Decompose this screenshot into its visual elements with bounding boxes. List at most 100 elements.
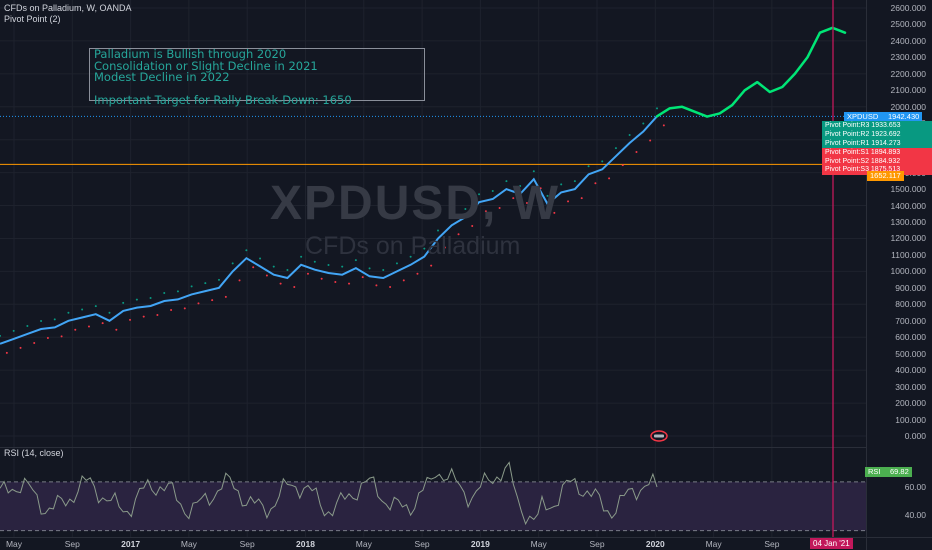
pivot-tag-s1: Pivot Point:S1 1894.893 xyxy=(822,148,932,158)
rsi-band xyxy=(0,481,866,531)
pivot-dot-support xyxy=(594,182,597,185)
time-axis-label: May xyxy=(705,539,722,549)
annotation-box[interactable]: Palladium is Bullish through 2020 Consol… xyxy=(89,48,425,105)
price-tag-symbol: XPDUSD xyxy=(844,112,904,122)
time-axis-label: 2019 xyxy=(470,539,490,549)
price-axis-label: 500.000 xyxy=(895,348,926,359)
pivot-dot-support xyxy=(211,299,214,302)
pivot-dot-resistance xyxy=(245,249,248,252)
pivot-dot-resistance xyxy=(218,278,220,281)
pivot-dot-support xyxy=(60,335,63,338)
time-axis-label: 2020 xyxy=(645,539,665,549)
pivot-dot-support xyxy=(649,139,652,142)
price-axis-label: 400.000 xyxy=(895,365,926,376)
pivot-dot-resistance xyxy=(313,260,316,263)
pivot-dot-support xyxy=(334,281,337,284)
price-axis-label: 200.000 xyxy=(895,398,926,409)
pivot-dot-resistance xyxy=(190,285,193,288)
price-axis-label: 2200.000 xyxy=(890,68,926,79)
pivot-dot-support xyxy=(115,328,118,331)
time-axis-label: 2017 xyxy=(121,539,141,549)
pivot-dot-resistance xyxy=(53,318,56,321)
time-axis-label: Sep xyxy=(589,539,605,549)
pivot-dot-resistance xyxy=(560,183,563,186)
pivot-dot-resistance xyxy=(573,180,576,183)
pivot-dot-support xyxy=(170,309,173,312)
pivot-dot-support xyxy=(129,318,132,321)
pivot-dot-support xyxy=(320,277,323,280)
watermark-description: CFDs on Palladium xyxy=(305,232,521,260)
price-axis-label: 1200.000 xyxy=(890,233,926,244)
time-axis-label: Sep xyxy=(64,539,80,549)
pivot-dot-support xyxy=(580,197,583,200)
indicator-label[interactable]: Pivot Point (2) xyxy=(4,14,61,24)
pivot-dot-resistance xyxy=(382,268,385,271)
watermark-symbol: XPDUSD, W xyxy=(270,177,561,230)
pivot-dot-support xyxy=(142,315,145,318)
price-axis-label: 2500.000 xyxy=(890,19,926,30)
pivot-dot-support xyxy=(553,211,556,214)
pivot-dot-support xyxy=(484,210,487,213)
time-axis-label: Sep xyxy=(414,539,430,549)
price-axis-label: 2400.000 xyxy=(890,35,926,46)
pivot-dot-resistance xyxy=(122,301,125,304)
price-tag-value: 1942.430 xyxy=(885,112,923,122)
pivot-dot-resistance xyxy=(176,290,179,293)
pivot-dot-support xyxy=(348,282,351,285)
price-axis-label: 1300.000 xyxy=(890,217,926,227)
projection-curve[interactable] xyxy=(655,26,847,118)
cursor-date-tag: 04 Jan '21 xyxy=(810,538,853,549)
pivot-dot-resistance xyxy=(642,122,645,125)
pivot-dot-support xyxy=(416,272,419,275)
note-line-4: Important Target for Rally Break-Down: 1… xyxy=(94,92,352,107)
pivot-dot-support xyxy=(375,284,378,287)
pivot-dot-resistance xyxy=(149,296,152,299)
rsi-tag-value: 69.82 xyxy=(887,467,912,477)
pivot-dot-resistance xyxy=(163,292,166,295)
pivot-dot-support xyxy=(87,325,90,328)
pivot-dot-resistance xyxy=(354,259,357,262)
price-axis-label: 1400.000 xyxy=(890,200,926,211)
pivot-dot-resistance xyxy=(519,185,522,188)
pivot-dot-support xyxy=(74,328,77,331)
pivot-dot-support xyxy=(265,274,268,277)
time-axis-label: Sep xyxy=(239,539,255,549)
pivot-dot-support xyxy=(252,266,255,269)
pivot-dot-resistance xyxy=(614,147,617,150)
pivot-dot-resistance xyxy=(81,308,84,311)
pivot-dot-resistance xyxy=(0,334,1,337)
pivot-dot-resistance xyxy=(286,268,289,271)
price-axis-label: 2600.000 xyxy=(890,3,926,13)
pivot-dot-resistance xyxy=(532,170,535,173)
note-line-2: Consolidation or Slight Decline in 2021 xyxy=(94,58,318,73)
rsi-label[interactable]: RSI (14, close) xyxy=(4,448,64,458)
price-axis-label: 0.000 xyxy=(904,431,926,441)
pivot-dot-resistance xyxy=(546,194,549,197)
pivot-dot-support xyxy=(279,282,282,285)
pivot-dot-resistance xyxy=(505,180,508,183)
pivot-dot-support xyxy=(525,202,528,205)
pivot-dot-resistance xyxy=(94,305,97,308)
pivot-tag-s2: Pivot Point:S2 1884.932 xyxy=(822,157,932,167)
pivot-dot-support xyxy=(19,346,22,349)
chart-symbol-title[interactable]: CFDs on Palladium, W, OANDA xyxy=(4,3,132,13)
pivot-dot-support xyxy=(183,307,186,310)
pivot-dot-support xyxy=(512,197,515,200)
pivot-dot-support xyxy=(608,177,611,180)
price-axis-label: 600.000 xyxy=(895,332,926,343)
pivot-dot-support xyxy=(389,285,392,288)
rsi-axis-40: 40.00 xyxy=(904,510,926,520)
pivot-dot-resistance xyxy=(478,193,481,196)
price-axis-label: 2300.000 xyxy=(890,52,926,63)
pivot-dot-support xyxy=(457,233,460,236)
pivot-dot-support xyxy=(471,225,474,228)
pivot-dot-resistance xyxy=(272,265,275,268)
pivot-dot-support xyxy=(156,313,159,316)
time-axis-label: May xyxy=(5,539,23,549)
pivot-dot-resistance xyxy=(231,262,234,265)
event-icon[interactable] xyxy=(650,430,668,442)
pivot-tag-r1: Pivot Point:R1 1914.273 xyxy=(822,139,932,149)
pivot-dot-resistance xyxy=(300,255,303,258)
pivot-dot-resistance xyxy=(409,255,412,258)
